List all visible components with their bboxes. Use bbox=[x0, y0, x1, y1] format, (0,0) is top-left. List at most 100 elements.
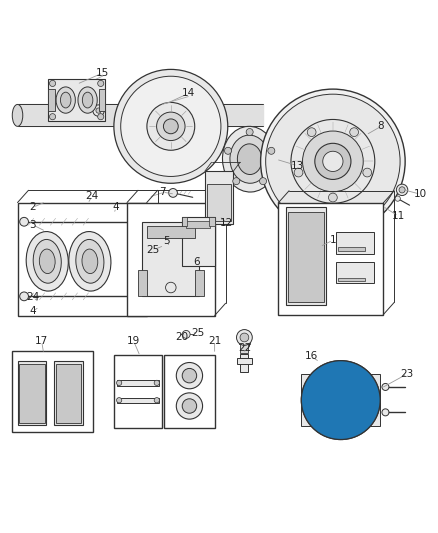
Ellipse shape bbox=[176, 245, 188, 264]
Text: 4: 4 bbox=[29, 306, 36, 316]
Text: 12: 12 bbox=[220, 217, 233, 228]
Bar bbox=[239, 337, 250, 344]
Circle shape bbox=[303, 131, 363, 192]
Circle shape bbox=[169, 189, 177, 197]
Text: 15: 15 bbox=[96, 68, 110, 78]
Circle shape bbox=[301, 361, 380, 440]
Text: 20: 20 bbox=[175, 332, 188, 342]
Circle shape bbox=[176, 362, 202, 389]
Ellipse shape bbox=[237, 144, 262, 174]
Circle shape bbox=[225, 147, 232, 154]
Bar bbox=[147, 226, 195, 238]
Circle shape bbox=[117, 380, 122, 385]
Text: 25: 25 bbox=[191, 328, 205, 337]
Bar bbox=[54, 361, 83, 425]
Circle shape bbox=[399, 187, 405, 193]
Ellipse shape bbox=[56, 87, 75, 113]
Bar bbox=[338, 278, 365, 281]
Ellipse shape bbox=[149, 239, 171, 270]
Circle shape bbox=[154, 380, 159, 385]
Circle shape bbox=[121, 76, 221, 176]
Ellipse shape bbox=[26, 231, 68, 291]
Text: 25: 25 bbox=[147, 245, 160, 255]
Bar bbox=[12, 351, 93, 432]
Ellipse shape bbox=[78, 87, 97, 113]
Bar bbox=[142, 222, 199, 296]
Bar bbox=[240, 354, 248, 372]
Bar bbox=[207, 184, 231, 221]
Circle shape bbox=[237, 329, 252, 345]
Bar bbox=[18, 361, 46, 425]
Ellipse shape bbox=[60, 92, 71, 108]
Circle shape bbox=[261, 89, 405, 233]
Text: 14: 14 bbox=[182, 88, 195, 99]
Circle shape bbox=[20, 292, 28, 301]
Circle shape bbox=[363, 168, 371, 177]
Text: 1: 1 bbox=[329, 235, 336, 245]
Ellipse shape bbox=[328, 391, 345, 410]
Bar bbox=[182, 217, 187, 226]
Circle shape bbox=[117, 398, 122, 403]
Ellipse shape bbox=[12, 104, 23, 126]
Ellipse shape bbox=[328, 377, 345, 397]
Bar bbox=[288, 212, 324, 302]
Circle shape bbox=[156, 112, 185, 141]
Text: 11: 11 bbox=[392, 211, 405, 221]
Bar bbox=[117, 380, 159, 385]
Circle shape bbox=[382, 383, 389, 391]
Text: 8: 8 bbox=[378, 122, 385, 131]
Bar bbox=[195, 270, 204, 296]
Bar bbox=[205, 171, 233, 223]
Bar bbox=[209, 217, 215, 226]
Bar bbox=[18, 203, 147, 316]
Bar bbox=[336, 232, 374, 254]
Text: 4: 4 bbox=[113, 203, 120, 212]
Circle shape bbox=[240, 333, 249, 342]
Bar bbox=[336, 262, 374, 284]
Bar bbox=[114, 356, 162, 427]
Bar bbox=[301, 375, 380, 426]
Ellipse shape bbox=[33, 239, 61, 283]
Text: 10: 10 bbox=[414, 189, 427, 199]
Ellipse shape bbox=[197, 229, 212, 251]
Bar bbox=[48, 79, 105, 121]
Text: 19: 19 bbox=[127, 336, 140, 346]
Ellipse shape bbox=[230, 135, 269, 183]
Circle shape bbox=[166, 282, 176, 293]
Bar bbox=[278, 203, 383, 314]
Ellipse shape bbox=[336, 391, 354, 410]
Circle shape bbox=[182, 330, 190, 338]
Text: 13: 13 bbox=[291, 161, 304, 171]
Text: 5: 5 bbox=[163, 236, 170, 246]
Bar bbox=[237, 359, 252, 364]
Bar bbox=[48, 89, 55, 111]
Circle shape bbox=[98, 114, 104, 120]
Circle shape bbox=[182, 368, 197, 383]
Circle shape bbox=[315, 143, 351, 180]
Text: 16: 16 bbox=[304, 351, 318, 361]
Text: 23: 23 bbox=[401, 369, 414, 379]
Text: 17: 17 bbox=[35, 336, 48, 346]
Ellipse shape bbox=[69, 231, 111, 291]
Bar bbox=[182, 217, 215, 265]
Circle shape bbox=[260, 177, 267, 184]
Circle shape bbox=[350, 128, 358, 136]
Circle shape bbox=[182, 399, 197, 413]
Circle shape bbox=[114, 69, 228, 183]
Bar bbox=[338, 247, 365, 251]
Ellipse shape bbox=[82, 92, 93, 108]
Circle shape bbox=[96, 108, 101, 113]
Circle shape bbox=[147, 102, 195, 150]
Circle shape bbox=[49, 114, 56, 120]
Bar bbox=[286, 207, 326, 305]
Circle shape bbox=[246, 128, 253, 135]
Text: 24: 24 bbox=[26, 292, 39, 302]
Ellipse shape bbox=[340, 407, 350, 418]
Bar bbox=[313, 378, 368, 422]
Circle shape bbox=[49, 80, 56, 86]
Bar bbox=[240, 344, 248, 353]
Circle shape bbox=[20, 217, 28, 226]
Circle shape bbox=[382, 409, 389, 416]
Ellipse shape bbox=[82, 249, 98, 273]
Circle shape bbox=[233, 177, 240, 184]
